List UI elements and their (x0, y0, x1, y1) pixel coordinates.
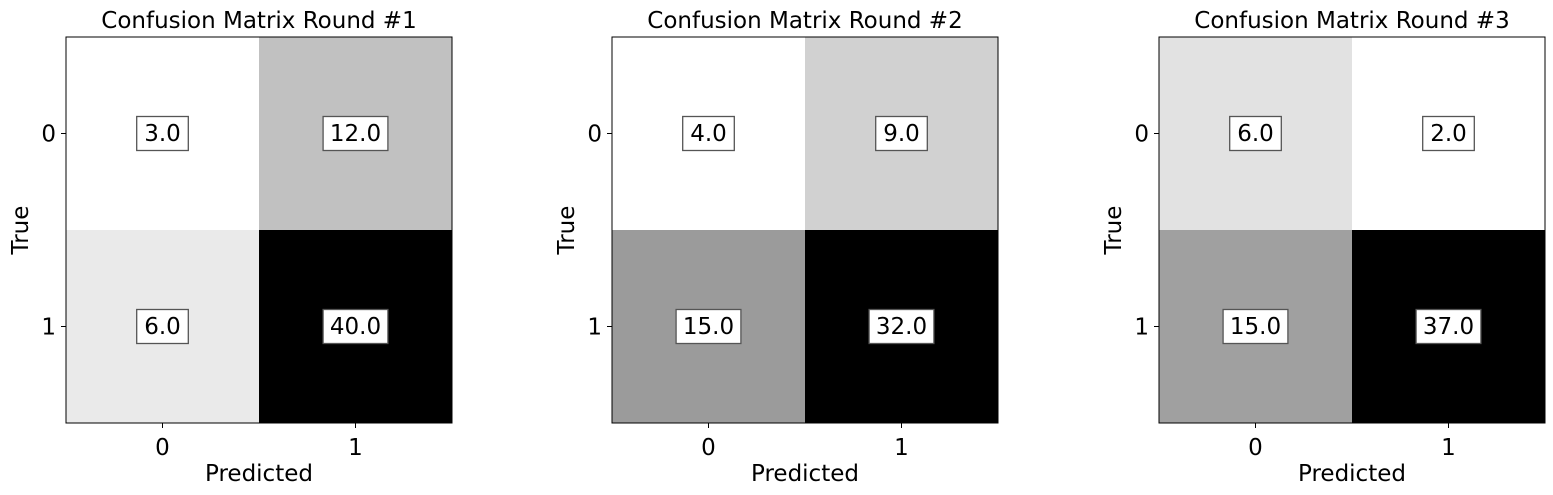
y-tick-label: 0 (41, 122, 56, 148)
cell-value-box (322, 115, 389, 152)
chart-title: Confusion Matrix Round #2 (647, 8, 962, 34)
x-axis-label: Predicted (205, 461, 313, 487)
cell-value-label: 15.0 (1230, 314, 1281, 340)
chart-title: Confusion Matrix Round #3 (1194, 8, 1509, 34)
chart-title: Confusion Matrix Round #1 (101, 8, 416, 34)
x-tick-label: 1 (894, 435, 909, 461)
cell-value-box (1422, 115, 1475, 152)
cell-value-label: 4.0 (690, 121, 727, 147)
cell-value-label: 3.0 (144, 121, 181, 147)
y-tick-label: 0 (587, 122, 602, 148)
axes-frame (611, 36, 999, 424)
y-tick-label: 1 (587, 315, 602, 341)
x-tick-label: 0 (1248, 435, 1263, 461)
cell-value-box (322, 308, 389, 345)
cell-value-label: 37.0 (1423, 314, 1474, 340)
axes-frame (65, 36, 453, 424)
y-axis-label: True (8, 206, 34, 256)
cell-value-box (868, 308, 935, 345)
x-tick-label: 0 (155, 435, 170, 461)
y-tick-label: 0 (1134, 122, 1149, 148)
cell-value-label: 6.0 (1237, 121, 1274, 147)
cell-value-label: 15.0 (683, 314, 734, 340)
axes-frame (1158, 36, 1546, 424)
x-tick-label: 0 (701, 435, 716, 461)
confusion-matrix-panel-1: 3.0 12.0 6.0 40.0 0 1 0 1 Confusion Matrix Round… (8, 8, 453, 487)
cell-value-box (1415, 308, 1482, 345)
cell-value-label: 9.0 (883, 121, 920, 147)
cell-value-box (682, 115, 735, 152)
cell-value-box (136, 308, 189, 345)
x-tick-label: 1 (1441, 435, 1456, 461)
cell-value-label: 40.0 (330, 314, 381, 340)
y-tick-label: 1 (1134, 315, 1149, 341)
x-axis-label: Predicted (751, 461, 859, 487)
cell-value-label: 12.0 (330, 121, 381, 147)
confusion-matrix-panel-2: 4.0 9.0 15.0 32.0 0 1 0 1 Confusion Matrix Round… (554, 8, 999, 487)
cell-value-box (1229, 115, 1282, 152)
cell-value-box (1222, 308, 1289, 345)
cell-value-label: 32.0 (876, 314, 927, 340)
confusion-matrix-panel-3: 6.0 2.0 15.0 37.0 0 1 0 1 Confusion Matrix Round… (1101, 8, 1546, 487)
cell-value-label: 6.0 (144, 314, 181, 340)
cell-value-box (136, 115, 189, 152)
y-axis-label: True (1101, 206, 1127, 256)
y-axis-label: True (554, 206, 580, 256)
y-tick-label: 1 (41, 315, 56, 341)
cell-value-box (875, 115, 928, 152)
cell-value-label: 2.0 (1430, 121, 1467, 147)
x-axis-label: Predicted (1298, 461, 1406, 487)
cell-value-box (675, 308, 742, 345)
x-tick-label: 1 (348, 435, 363, 461)
